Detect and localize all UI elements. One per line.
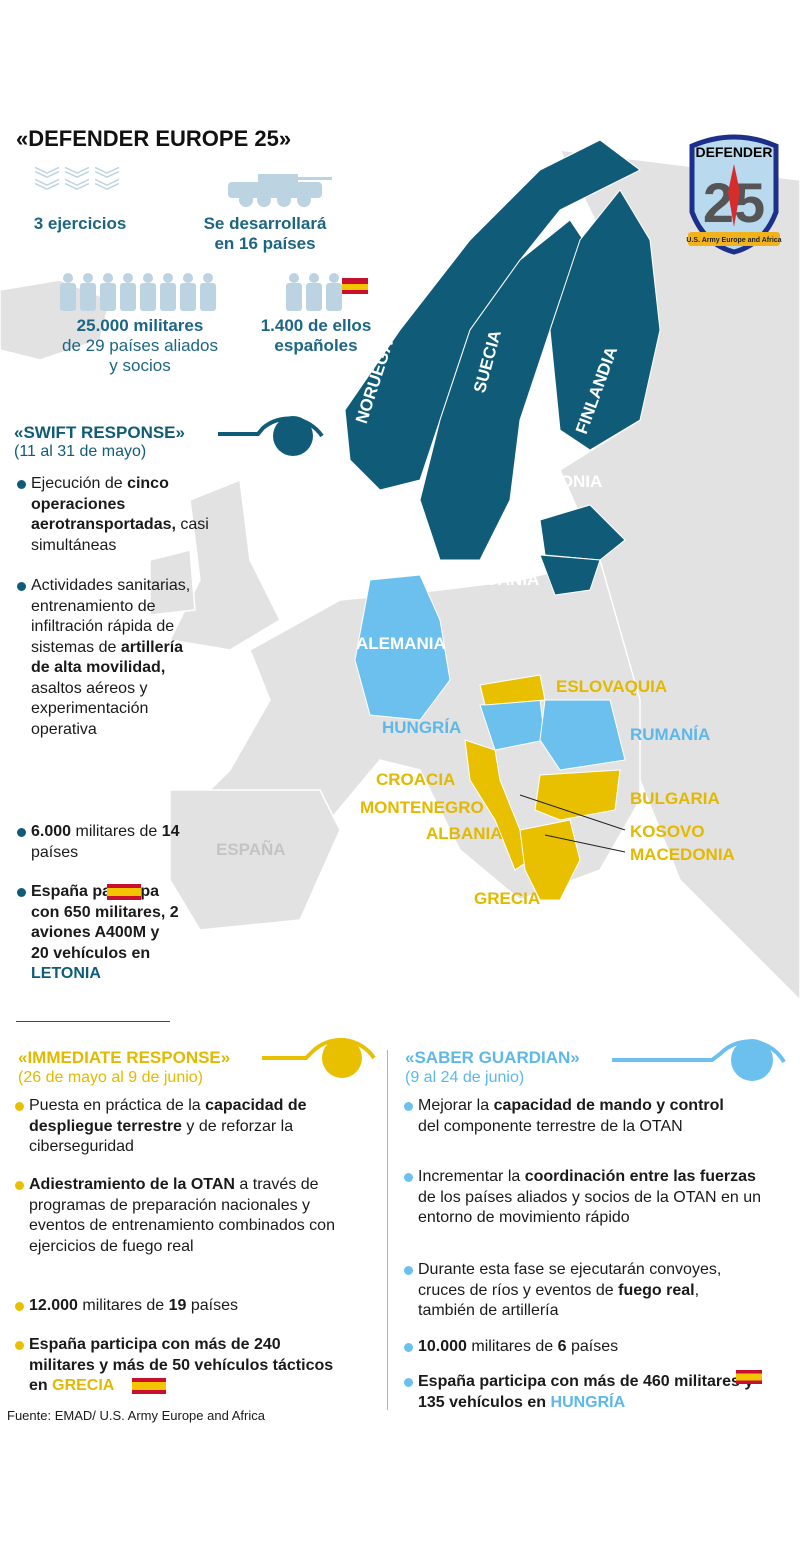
label-rumania: RUMANÍA — [630, 725, 711, 744]
label-espana: ESPAÑA — [216, 840, 286, 859]
label-croacia: CROACIA — [376, 770, 456, 789]
divider — [16, 1021, 170, 1022]
swift-circle-icon — [218, 416, 324, 456]
lithuania — [539, 554, 601, 596]
stat-troops: 25.000 militares de 29 países aliados y so… — [62, 316, 218, 375]
source-note: Fuente: EMAD/ U.S. Army Europe and Afric… — [7, 1408, 265, 1423]
armored-vehicle-icon — [228, 172, 332, 208]
label-montenegro: MONTENEGRO — [360, 798, 484, 817]
spain-flag-icon — [132, 1377, 167, 1394]
sweden — [419, 219, 591, 561]
label-grecia: GRECIA — [474, 889, 541, 908]
svg-text:U.S. Army Europe and Africa: U.S. Army Europe and Africa — [686, 237, 781, 244]
spain-flag-icon — [736, 1370, 762, 1384]
saber-title: «SABER GUARDIAN» — [405, 1048, 580, 1067]
immediate-dates: (26 de mayo al 9 de junio) — [18, 1069, 203, 1086]
swift-dates: (11 al 31 de mayo) — [14, 443, 147, 460]
immediate-title: «IMMEDIATE RESPONSE» — [18, 1048, 231, 1067]
chevrons-icon: ︾︾︾ ︾︾︾ — [34, 165, 125, 207]
label-eslovaquia: ESLOVAQUIA — [556, 677, 668, 696]
romania — [539, 699, 626, 771]
slovakia — [479, 674, 546, 706]
greece — [519, 819, 581, 901]
label-kosovo: KOSOVO — [630, 822, 705, 841]
saber-circle-icon — [612, 1039, 786, 1081]
label-letonia: LETONIA — [528, 472, 603, 491]
label-lituania: LITUANIA — [460, 570, 540, 589]
finland — [549, 189, 661, 451]
norway — [344, 139, 641, 491]
label-alemania: ALEMANIA — [356, 634, 446, 653]
immediate-circle-icon — [262, 1038, 376, 1078]
iberia — [169, 789, 341, 931]
germany — [354, 574, 451, 721]
europe-map — [0, 139, 800, 1002]
ireland — [149, 549, 196, 616]
stat-spanish: 1.400 de ellos españoles — [260, 316, 372, 355]
svg-text:DEFENDER: DEFENDER — [695, 144, 772, 160]
label-hungria: HUNGRÍA — [382, 718, 462, 737]
saber-dates: (9 al 24 de junio) — [405, 1069, 525, 1086]
label-macedonia: MACEDONIA — [630, 845, 735, 864]
defender-logo: DEFENDER 25 U.S. Army Europe and Africa — [684, 132, 784, 262]
label-albania: ALBANIA — [426, 824, 503, 843]
swift-title: «SWIFT RESPONSE» — [14, 423, 185, 442]
stat-countries: Se desarrollará en 16 países — [203, 214, 327, 253]
uk-land — [168, 478, 281, 651]
label-bulgaria: BULGARIA — [630, 789, 720, 808]
column-divider — [387, 1050, 388, 1410]
page-title: «DEFENDER EUROPE 25» — [16, 126, 292, 151]
spain-flag-icon — [107, 884, 141, 900]
soldiers-icon — [58, 272, 220, 312]
spanish-soldiers-icon — [284, 272, 368, 312]
stat-exercises: 3 ejercicios — [33, 214, 127, 233]
latvia — [539, 504, 626, 561]
